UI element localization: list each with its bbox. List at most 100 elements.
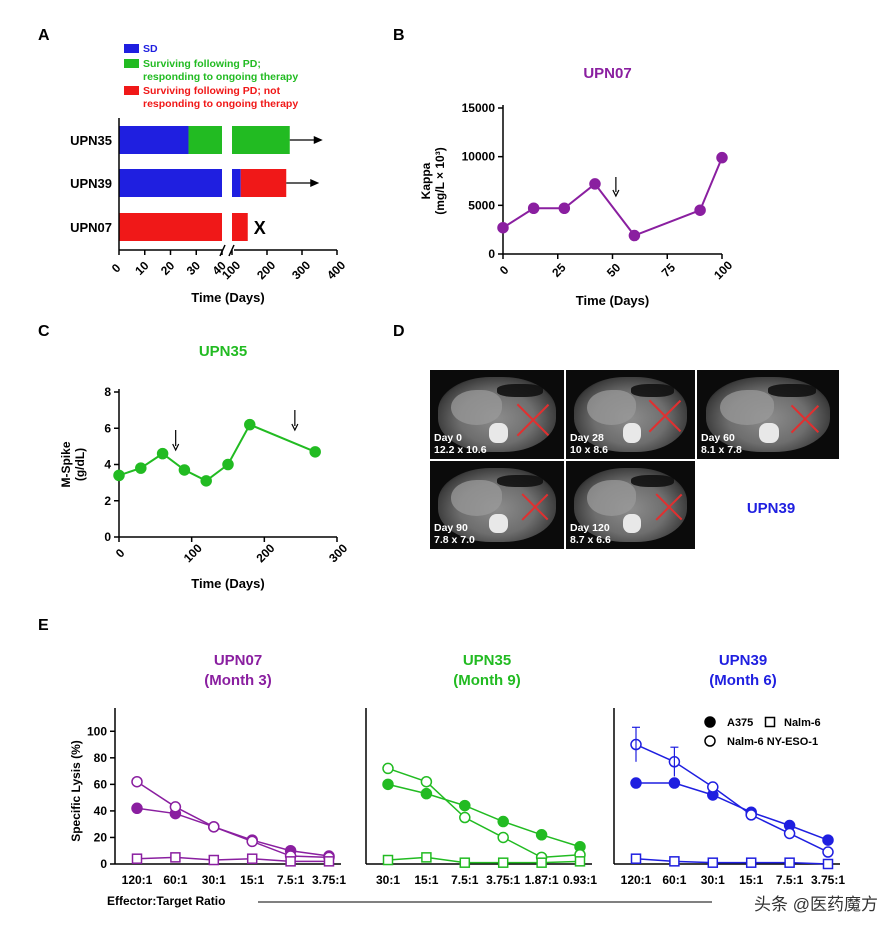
lysis-panel-title: UPN35 [463, 652, 511, 669]
x-tick-label: 60:1 [163, 873, 187, 887]
series-line [387, 783, 581, 848]
ct-scan-day-60: Day 60 8.1 x 7.8 [697, 370, 839, 459]
series-line [635, 743, 829, 853]
row-label: UPN07 [70, 220, 112, 235]
legend-label: A375 [727, 717, 753, 729]
data-point [131, 853, 143, 864]
bar-segment [232, 126, 290, 154]
legend-swatch [124, 86, 139, 95]
data-point [707, 857, 719, 868]
x-axis-label: Time (Days) [191, 290, 264, 305]
x-tick-label: 75 [659, 260, 679, 280]
series-line [136, 856, 329, 863]
ct-panel-title: UPN39 [747, 500, 795, 517]
lysis-panel-title: UPN07 [214, 652, 262, 669]
y-tick-label: 20 [94, 830, 108, 844]
y-tick-label: 40 [94, 804, 108, 818]
treatment-arrow [612, 177, 620, 198]
y-tick-label: 100 [87, 724, 107, 738]
data-point [704, 716, 716, 728]
data-point [536, 857, 547, 868]
data-point [421, 852, 432, 863]
ct-scan-day-28: Day 28 10 x 8.6 [566, 370, 695, 459]
data-point [420, 787, 433, 800]
data-point [822, 846, 834, 858]
x-tick-label: 100 [219, 258, 243, 282]
row-label: UPN35 [70, 133, 112, 148]
x-tick-label: 400 [324, 258, 348, 282]
lysis-panel-title: (Month 6) [709, 672, 776, 689]
arrow-head [291, 423, 299, 432]
data-point [783, 827, 796, 840]
data-point [694, 204, 706, 216]
legend-label: Surviving following PD; [143, 58, 261, 70]
data-point [323, 856, 335, 867]
bar-segment [119, 126, 189, 154]
y-tick-label: 10000 [462, 150, 496, 164]
y-tick-label: 0 [488, 247, 495, 261]
treatment-arrow [172, 430, 180, 452]
x-tick-label: 30:1 [376, 873, 400, 887]
data-point [707, 781, 719, 793]
x-tick-label: 30:1 [701, 873, 725, 887]
x-axis-label: Time (Days) [576, 293, 649, 308]
y-tick-label: 0 [100, 857, 107, 871]
x-tick-label: 0 [497, 263, 512, 278]
x-axis-label: Effector:Target Ratio [107, 894, 225, 908]
legend-label: responding to ongoing therapy [143, 71, 298, 83]
data-point [208, 821, 220, 833]
ct-scan-label: Day 90 7.8 x 7.0 [434, 522, 475, 546]
lysis-panel-title: UPN39 [719, 652, 767, 669]
y-axis-label: M-Spike [59, 441, 73, 487]
x-tick-label: 60:1 [662, 873, 686, 887]
y-tick-label: 0 [104, 530, 111, 544]
bar-segment [188, 126, 222, 154]
data-point [382, 778, 394, 791]
ongoing-arrow-head [310, 179, 320, 187]
bar-segment [119, 169, 222, 197]
data-point [497, 221, 509, 234]
data-point [246, 835, 258, 848]
data-point [382, 854, 394, 866]
data-point [382, 762, 394, 775]
x-tick-label: 200 [253, 541, 277, 565]
y-axis-label: Kappa [419, 162, 433, 199]
legend-label: responding to ongoing therapy [143, 98, 298, 110]
panel-letter-e: E [38, 617, 49, 634]
arrow-head [172, 443, 180, 452]
y-tick-label: 6 [104, 421, 111, 435]
row-label: UPN39 [70, 176, 112, 191]
data-point [822, 858, 834, 870]
lysis-panel: UPN07 (Month 3) 0 20 40 60 80 100 120:1 60:1 30:1 1… [87, 652, 346, 887]
series-line [387, 856, 581, 864]
data-point [459, 799, 471, 812]
legend-label: Surviving following PD; not [143, 85, 281, 97]
chart-title: UPN07 [583, 65, 631, 82]
ongoing-arrow-head [313, 136, 323, 144]
lysis-panel-title: (Month 3) [204, 672, 271, 689]
series-line [387, 767, 581, 859]
data-point [497, 857, 509, 868]
ct-scan-label: Day 120 8.7 x 6.6 [570, 522, 611, 546]
data-point [745, 857, 757, 868]
data-point [497, 815, 509, 828]
x-tick-label: 7.5:1 [776, 873, 804, 887]
data-point [745, 809, 757, 821]
x-tick-label: 0 [109, 261, 124, 276]
y-tick-label: 8 [104, 385, 111, 399]
y-axis-label: (mg/L × 10³) [433, 147, 447, 214]
series-line [502, 157, 723, 237]
legend-label: Nalm-6 [784, 717, 821, 729]
y-tick-label: 60 [94, 777, 108, 791]
x-tick-label: 300 [326, 541, 350, 565]
x-tick-label: 3.75:1 [312, 873, 346, 887]
x-tick-label: 20 [158, 258, 178, 278]
ct-scan-label: Day 28 10 x 8.6 [570, 432, 608, 456]
legend-swatch [124, 59, 139, 68]
ct-scan-day-120: Day 120 8.7 x 6.6 [566, 461, 695, 549]
data-point [527, 202, 540, 215]
ct-scan-label: Day 60 8.1 x 7.8 [701, 432, 742, 456]
legend-label: Nalm-6 NY-ESO-1 [727, 736, 818, 748]
x-tick-label: 30 [184, 258, 204, 278]
ct-scan-day-90: Day 90 7.8 x 7.0 [430, 461, 564, 549]
